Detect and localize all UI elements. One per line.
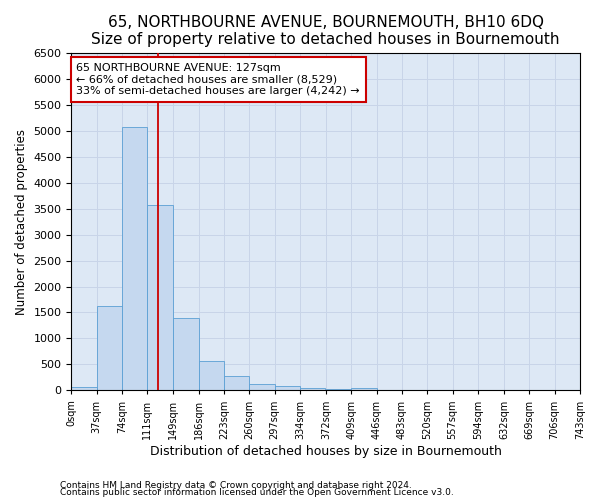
Bar — [275, 386, 300, 390]
Title: 65, NORTHBOURNE AVENUE, BOURNEMOUTH, BH10 6DQ
Size of property relative to detac: 65, NORTHBOURNE AVENUE, BOURNEMOUTH, BH1… — [91, 15, 560, 48]
Bar — [199, 360, 224, 390]
Text: Contains HM Land Registry data © Crown copyright and database right 2024.: Contains HM Land Registry data © Crown c… — [60, 480, 412, 490]
Bar — [173, 318, 199, 390]
Bar — [250, 384, 275, 390]
Bar — [326, 389, 352, 390]
Bar — [71, 386, 97, 390]
Bar — [122, 127, 148, 390]
Bar — [224, 376, 250, 390]
X-axis label: Distribution of detached houses by size in Bournemouth: Distribution of detached houses by size … — [150, 444, 502, 458]
Bar — [97, 306, 122, 390]
Text: Contains public sector information licensed under the Open Government Licence v3: Contains public sector information licen… — [60, 488, 454, 497]
Bar — [300, 388, 325, 390]
Text: 65 NORTHBOURNE AVENUE: 127sqm
← 66% of detached houses are smaller (8,529)
33% o: 65 NORTHBOURNE AVENUE: 127sqm ← 66% of d… — [76, 63, 360, 96]
Y-axis label: Number of detached properties: Number of detached properties — [15, 128, 28, 314]
Bar — [352, 388, 377, 390]
Bar — [148, 204, 173, 390]
